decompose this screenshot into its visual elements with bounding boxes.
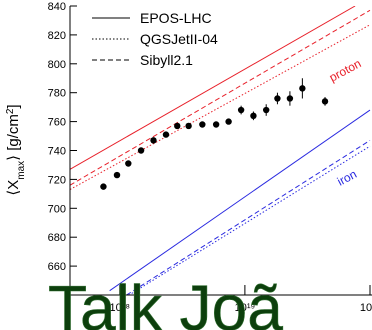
legend-label: QGSJetII-04 <box>140 31 218 47</box>
iron-line <box>109 109 371 292</box>
y-tick-label: 800 <box>48 59 66 71</box>
y-tick-label: 820 <box>48 30 66 42</box>
y-tick-label: 660 <box>48 261 66 273</box>
overlay-text: Talk Joã <box>48 272 283 330</box>
legend-label: Sibyll2.1 <box>140 52 193 68</box>
model-lines <box>70 6 371 295</box>
y-tick-label: 740 <box>48 146 66 158</box>
data-point <box>250 112 257 120</box>
y-axis-label: ⟨Xmax⟩ [g/cm2] <box>5 104 27 195</box>
data-point <box>212 121 220 128</box>
proton-label: proton <box>327 56 364 84</box>
data-point <box>225 118 232 125</box>
proton-line <box>70 6 356 170</box>
data-point <box>162 131 170 138</box>
data-point <box>137 147 145 154</box>
data-point <box>286 95 294 102</box>
legend-label: EPOS-LHC <box>140 10 212 26</box>
y-tick-label: 760 <box>48 117 66 129</box>
x-tick-label: 10¹⁸ <box>110 302 131 314</box>
proton-line <box>70 24 371 190</box>
y-tick-label: 840 <box>48 1 66 13</box>
iron-line <box>128 145 371 295</box>
iron-label: iron <box>335 167 359 189</box>
data-point <box>185 122 192 130</box>
data-point <box>299 85 306 92</box>
data-point <box>274 95 281 102</box>
iron-line <box>125 139 371 295</box>
data-point <box>321 98 329 105</box>
y-tick-label: 780 <box>48 88 66 100</box>
data-point <box>125 160 132 167</box>
data-point <box>237 106 245 114</box>
data-point <box>174 122 181 130</box>
data-point <box>113 171 121 179</box>
y-tick-label: 700 <box>48 203 66 215</box>
data-point <box>150 137 157 144</box>
x-tick-label: 10²⁰ <box>360 302 372 314</box>
proton-line <box>70 9 371 186</box>
x-tick-label: 10¹⁹ <box>235 302 256 314</box>
data-point <box>199 121 206 128</box>
y-tick-label: 720 <box>48 174 66 186</box>
data-point <box>100 183 107 190</box>
data-point <box>262 106 270 114</box>
y-tick-label: 680 <box>48 232 66 244</box>
